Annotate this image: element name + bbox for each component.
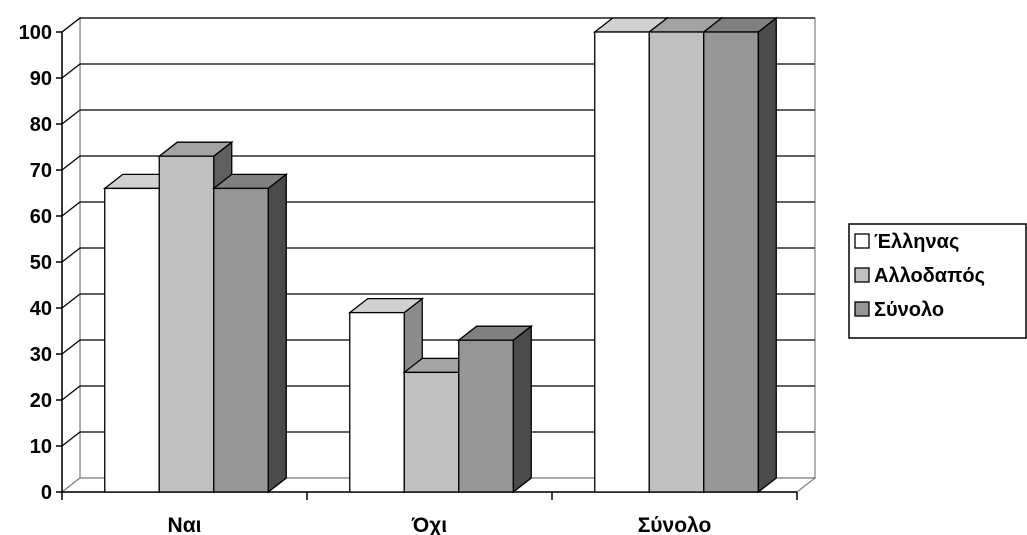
x-tick-label: Ναι <box>168 514 202 535</box>
gridline <box>61 109 815 125</box>
legend-label: Σύνολο <box>874 299 944 321</box>
bar-side <box>757 16 777 494</box>
legend-swatch <box>854 301 870 317</box>
bar <box>701 16 779 494</box>
bar-front <box>594 31 650 493</box>
y-tick-label: 0 <box>41 482 52 504</box>
y-tick-label: 30 <box>30 344 52 366</box>
gridline <box>61 17 815 33</box>
y-tick-label: 80 <box>30 114 52 136</box>
bar-front <box>158 155 215 493</box>
gridlines <box>61 17 815 447</box>
bar-front <box>703 31 759 493</box>
y-tick-label: 70 <box>30 160 52 182</box>
y-tick-label: 60 <box>30 206 52 228</box>
bar-front <box>104 187 160 493</box>
legend-label: Αλλοδαπός <box>874 265 985 287</box>
y-tick-label: 100 <box>19 22 52 44</box>
gridline <box>61 155 815 171</box>
legend-box <box>848 223 1027 339</box>
y-tick-label: 90 <box>30 68 52 90</box>
bar-side <box>512 324 532 494</box>
gridline <box>61 431 815 447</box>
gridline <box>61 339 815 355</box>
y-tick-label: 40 <box>30 298 52 320</box>
gridline <box>61 201 815 217</box>
gridline <box>61 247 815 263</box>
legend-label: Έλληνας <box>874 231 959 253</box>
legend-swatch <box>854 233 870 249</box>
bars <box>102 16 779 494</box>
bar-front <box>213 187 269 493</box>
bar <box>211 173 289 494</box>
x-tick-label: Σύνολο <box>638 514 712 535</box>
x-tick-label: Όχι <box>411 514 447 535</box>
bar-front <box>403 371 460 493</box>
bar-front <box>458 339 514 493</box>
bar-front <box>648 31 705 493</box>
y-axis: 0 10 20 30 40 50 60 70 80 90 100 <box>19 22 63 504</box>
legend-swatch <box>854 267 870 283</box>
y-tick-label: 20 <box>30 390 52 412</box>
gridline <box>61 293 815 309</box>
gridline <box>61 385 815 401</box>
bar <box>456 324 534 494</box>
gridline <box>61 63 815 79</box>
bar-side <box>267 173 287 494</box>
y-tick-label: 10 <box>30 436 52 458</box>
x-axis: Ναι Όχι Σύνολο <box>61 491 798 535</box>
bar-front <box>349 311 405 493</box>
y-tick-label: 50 <box>30 252 52 274</box>
legend: Έλληνας Αλλοδαπός Σύνολο <box>848 223 1027 339</box>
